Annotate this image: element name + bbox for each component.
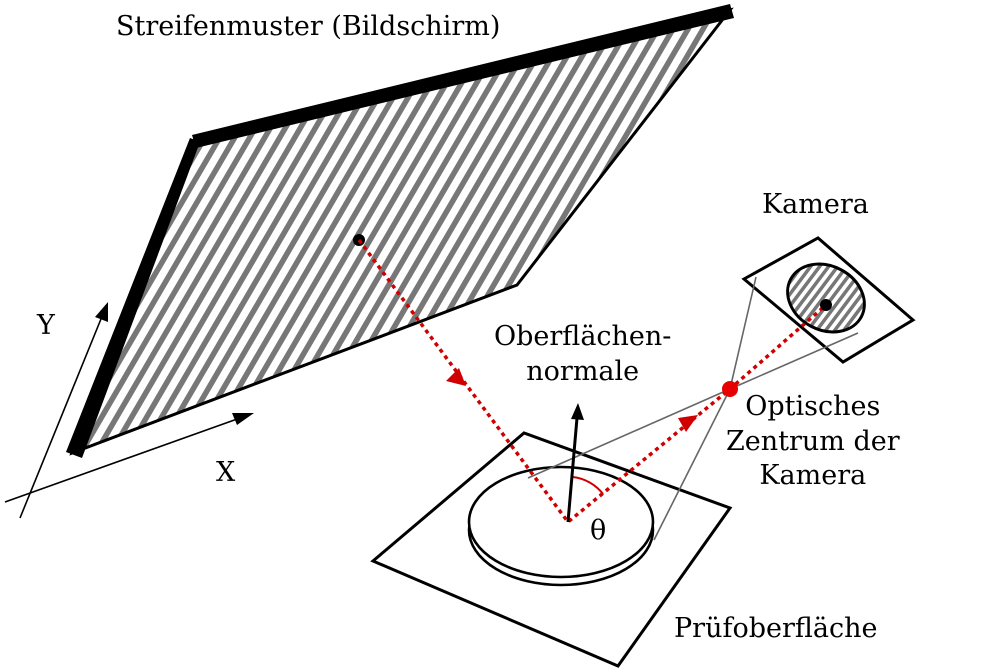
- angle-arc: [572, 476, 604, 495]
- surface-normal-label-line1: Oberflächen-: [494, 321, 672, 352]
- test-disc-top: [467, 465, 655, 579]
- theta-label: θ: [590, 515, 607, 546]
- screen-label: Streifenmuster (Bildschirm): [116, 11, 501, 42]
- optical-center-label: Optisches Zentrum der Kamera: [726, 390, 900, 494]
- incident-ray-arrow: [446, 368, 466, 386]
- surface-normal-label-line2: normale: [526, 355, 640, 387]
- optical-center-label-line2: Zentrum der: [726, 425, 900, 457]
- surface-normal-arrowhead: [571, 403, 584, 420]
- projection-lines: [527, 276, 859, 541]
- surface-normal-label: Oberflächen- normale: [494, 320, 671, 389]
- surface-normal: [566, 403, 584, 523]
- x-axis-arrowhead: [232, 413, 254, 425]
- reflected-ray-arrow: [678, 415, 698, 432]
- ray-path: [357, 238, 828, 525]
- y-axis-arrowhead: [95, 302, 108, 322]
- test-surface-label: Prüfoberfläche: [674, 613, 878, 644]
- camera-lens: [786, 262, 866, 334]
- y-axis-label: Y: [37, 310, 55, 341]
- optical-center-point: [722, 381, 738, 397]
- x-axis-label: X: [216, 457, 236, 488]
- optical-center-label-line3: Kamera: [759, 460, 867, 492]
- camera-label: Kamera: [762, 189, 869, 220]
- light-rays: [357, 238, 832, 525]
- optical-center-label-line1: Optisches: [745, 391, 881, 422]
- test-surface: [370, 431, 733, 668]
- coordinate-axes: [4, 302, 254, 519]
- camera-image-point: [820, 299, 832, 311]
